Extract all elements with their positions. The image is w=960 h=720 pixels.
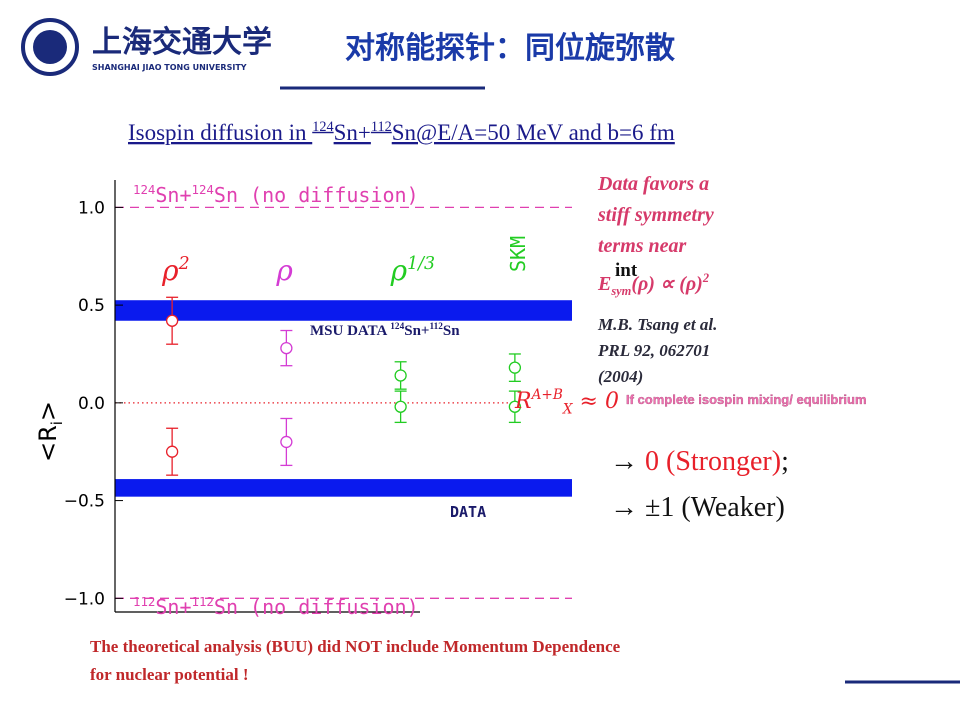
text-part: Sn — [443, 323, 460, 339]
y-tick-label: −1.0 — [64, 589, 105, 609]
reference-line: PRL 92, 062701 — [597, 341, 710, 360]
text-part: > — [34, 401, 62, 421]
data-point — [165, 445, 179, 458]
text-part: ≈ 0 — [573, 389, 619, 414]
band-label: DATA — [450, 503, 486, 521]
text-part: 1/3 — [407, 254, 435, 274]
side-notes: Data favors a stiff symmetry terms near int… — [597, 173, 867, 523]
text-part: 112 — [429, 322, 443, 332]
y-tick-label: 0.5 — [78, 296, 105, 316]
data-point — [394, 400, 407, 413]
text-part: E — [597, 273, 611, 295]
text-part: X — [562, 402, 574, 418]
text-part: DATA — [450, 503, 486, 521]
footnote: The theoretical analysis (BUU) did NOT i… — [90, 637, 621, 656]
category-label: ρ1/3 — [390, 254, 435, 287]
text-part: 124 — [192, 182, 214, 197]
y-tick-label: −0.5 — [64, 492, 105, 512]
text-part: ; — [781, 446, 789, 477]
text-part: <R — [34, 425, 62, 462]
text-part: 124 — [312, 119, 333, 135]
footnote: for nuclear potential ! — [90, 665, 249, 684]
conclusion-line: stiff symmetry — [597, 204, 714, 226]
text-part: A+B — [530, 387, 563, 403]
y-axis-label: <Ri> — [34, 401, 66, 462]
band-label: MSU DATA 124Sn+112Sn — [310, 322, 460, 339]
text-part: Sn+ — [404, 323, 429, 339]
conclusion-line: terms near — [598, 235, 687, 257]
data-point — [394, 369, 407, 382]
university-en: SHANGHAI JIAO TONG UNIVERSITY — [92, 63, 247, 72]
data-point — [280, 435, 293, 449]
text-part: Isospin diffusion in — [128, 120, 312, 145]
text-part: ρ — [390, 254, 408, 287]
y-tick-label: 1.0 — [78, 198, 105, 218]
text-part: Sn (no diffusion) — [214, 595, 419, 619]
subtitle: Isospin diffusion in 124Sn+112Sn@E/A=50 … — [128, 119, 675, 145]
text-part: Sn@E/A=50 MeV and b=6 fm — [392, 120, 675, 145]
text-part: 112 — [371, 119, 392, 135]
limit-line: → ±1 (Weaker) — [610, 492, 785, 523]
text-part: 0 (Stronger) — [645, 446, 781, 477]
slide-title: 对称能探针：同位旋弥散 — [345, 31, 675, 66]
mixing-note: If complete isospin mixing/ equilibrium — [626, 392, 867, 407]
data-band — [115, 300, 572, 321]
university: 上海交通大学 — [92, 25, 272, 60]
limit-line: → 0 (Stronger); — [610, 446, 789, 477]
text-part: Sn+ — [334, 120, 371, 145]
text-part: (ρ) ∝ (ρ) — [631, 273, 703, 295]
logo — [21, 18, 79, 76]
text-part: 112 — [133, 594, 155, 609]
text-part: 124 — [390, 322, 404, 332]
logo-seal-core — [33, 30, 67, 64]
text-part: R — [514, 389, 532, 414]
text-part: ρ — [161, 254, 179, 287]
data-band — [115, 479, 572, 497]
category-label: ρ — [275, 254, 293, 287]
reference-label: 124Sn+124Sn (no diffusion) — [133, 182, 419, 207]
text-part: → — [610, 446, 645, 477]
data-point — [165, 314, 179, 327]
category-label: SKM — [506, 236, 530, 272]
data-point — [508, 400, 522, 413]
text-part: 124 — [133, 182, 155, 197]
text-part: MSU DATA — [310, 323, 390, 339]
formula: Esym(ρ) ∝ (ρ)2 — [597, 271, 709, 298]
reference-label: RA+BX ≈ 0 — [514, 387, 619, 417]
text-part: Sn (no diffusion) — [214, 183, 419, 207]
logo-seal — [21, 18, 79, 76]
y-tick-label: 0.0 — [78, 394, 105, 414]
text-part: sym — [610, 284, 631, 298]
text-part: SKM — [506, 236, 530, 272]
conclusion-line: Data favors a — [597, 173, 709, 195]
category-label: ρ2 — [161, 254, 190, 287]
reference-label: 112Sn+112Sn (no diffusion) — [133, 594, 419, 619]
text-part: Sn+ — [155, 595, 191, 619]
text-part: Sn+ — [155, 183, 191, 207]
text-part: ρ — [275, 254, 293, 287]
text-part: → ±1 (Weaker) — [610, 492, 785, 523]
text-part: 2 — [178, 254, 190, 274]
int-label: int — [615, 260, 638, 281]
data-point — [508, 361, 522, 374]
text-part: i — [48, 421, 66, 425]
text-part: 2 — [702, 271, 709, 285]
data-point — [280, 341, 293, 355]
reference-line: (2004) — [598, 367, 643, 386]
text-part: 112 — [192, 594, 214, 609]
reference-line: M.B. Tsang et al. — [597, 315, 717, 334]
